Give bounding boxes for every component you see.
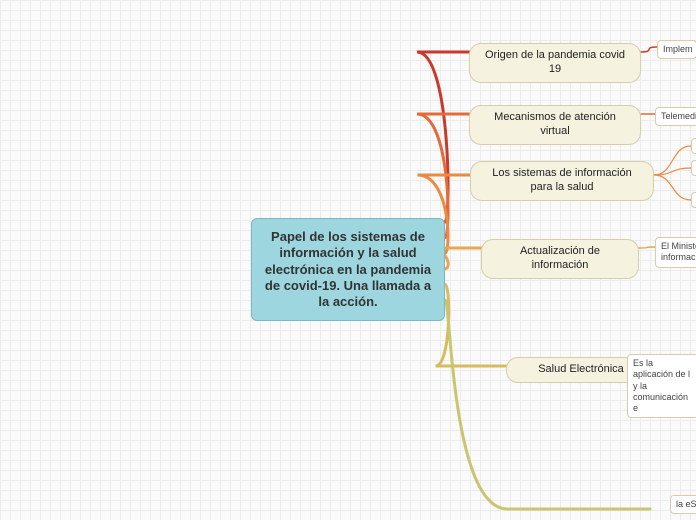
leaf-label: la eSal	[676, 499, 696, 510]
child-node-c3[interactable]: Los sistemas de información para la salu…	[470, 161, 654, 201]
child-label: Mecanismos de atención virtual	[480, 111, 630, 139]
child-label: Origen de la pandemia covid 19	[480, 49, 630, 77]
leaf-node-c2[interactable]: Telemedic	[655, 107, 696, 126]
stub-1	[691, 160, 696, 176]
stub-0	[691, 138, 696, 154]
leaf-label: Implem	[663, 44, 693, 55]
child-node-c4[interactable]: Actualización de información	[481, 239, 639, 279]
root-label: Papel de los sistemas de información y l…	[260, 229, 436, 310]
leaf-node-c4[interactable]: El Ministeri información	[655, 237, 696, 268]
child-node-c2[interactable]: Mecanismos de atención virtual	[469, 105, 641, 145]
leaf-node-c1[interactable]: Implem	[657, 40, 696, 59]
child-node-c1[interactable]: Origen de la pandemia covid 19	[469, 43, 641, 83]
leaf-label: Telemedic	[661, 111, 696, 122]
root-node[interactable]: Papel de los sistemas de información y l…	[251, 218, 445, 321]
leaf-node-c5[interactable]: Es la aplicación de l y la comunicación …	[627, 354, 696, 418]
leaf-label: El Ministeri información	[661, 241, 696, 264]
child-label: Los sistemas de información para la salu…	[481, 167, 643, 195]
stub-2	[691, 192, 696, 208]
leaf-node-c6[interactable]: la eSal	[670, 495, 696, 514]
child-label: Salud Electrónica	[538, 363, 624, 377]
child-label: Actualización de información	[492, 245, 628, 273]
leaf-label: Es la aplicación de l y la comunicación …	[633, 358, 693, 414]
